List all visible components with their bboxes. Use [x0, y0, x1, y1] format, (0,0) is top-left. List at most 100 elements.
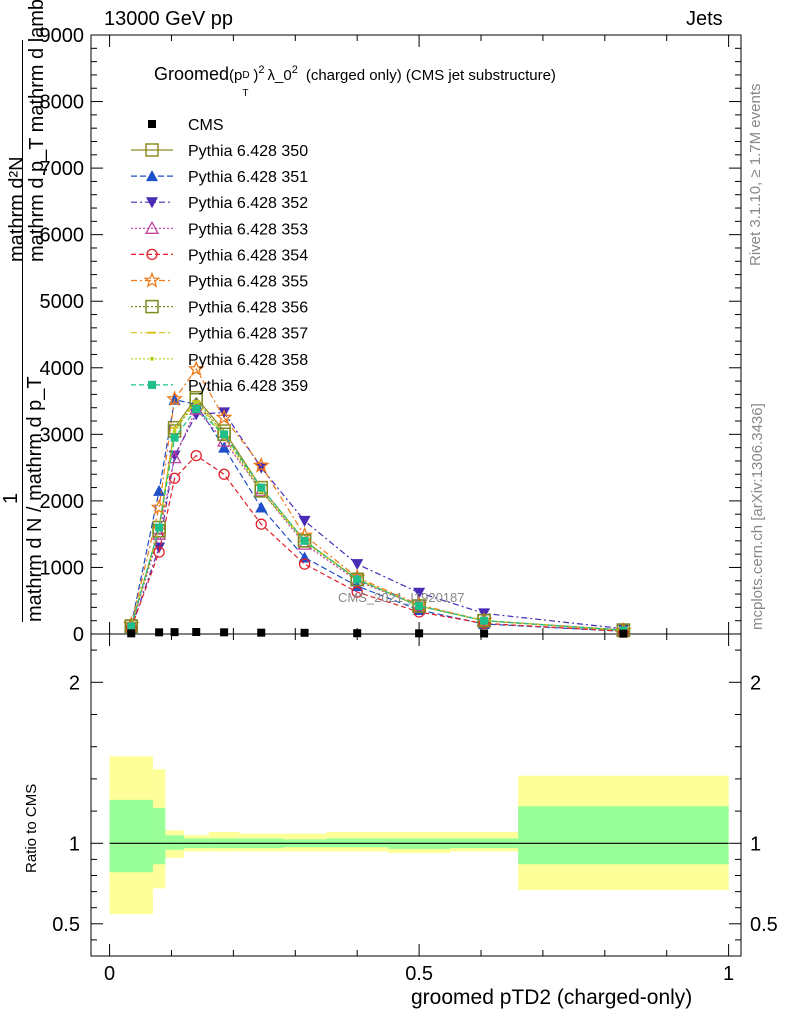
title-paren: )	[253, 67, 259, 84]
legend-label: Pythia 6.428 353	[188, 221, 308, 238]
series-point	[217, 427, 231, 442]
legend-marker	[148, 380, 156, 389]
title-sup-2: 2	[258, 64, 265, 76]
legend: CMS Pythia 6.428 350 Pythia 6.428 351 Pythi…	[131, 117, 308, 395]
series-point	[215, 408, 233, 425]
series-point	[192, 405, 201, 414]
series-point	[168, 472, 181, 484]
legend-label: Pythia 6.428 357	[188, 326, 308, 343]
series-point	[350, 572, 364, 587]
rivet-label: Rivet 3.1.10, ≥ 1.7M events	[747, 83, 764, 267]
ratio-y-tick-label: 0.5	[52, 914, 80, 936]
series-point	[194, 400, 199, 405]
legend-label: Pythia 6.428 354	[188, 247, 308, 264]
legend-cms-label: CMS	[188, 117, 224, 134]
series-point	[153, 484, 166, 496]
ratio-y-tick-label-right: 0.5	[750, 914, 778, 936]
ratio-band-inner	[152, 807, 166, 865]
title-main: Groomed	[154, 64, 230, 84]
cms-point	[480, 629, 489, 638]
legend-marker	[144, 220, 160, 234]
ylabel-numerator-b: mathrm d p_T mathrm d lambda	[26, 0, 48, 262]
x-tick-label: 0	[104, 963, 115, 985]
series-point	[150, 498, 168, 515]
main-plot-frame	[90, 34, 742, 635]
legend-label: Pythia 6.428 351	[188, 169, 308, 186]
ratio-ylabel: Ratio to CMS	[23, 783, 40, 873]
legend-label: Pythia 6.428 355	[188, 274, 308, 291]
ylabel-denominator: mathrm d N / mathrm d p_T	[24, 376, 46, 622]
series-point	[220, 430, 229, 439]
series-point	[351, 586, 363, 598]
series-point	[257, 483, 266, 492]
y-tick-label: 4000	[40, 358, 85, 380]
ratio-y-tick-label-right: 1	[750, 833, 761, 855]
cms-point	[300, 628, 309, 637]
ylabel-one: 1	[0, 492, 22, 504]
axes: 0 0.5 1 0 1000 2000 3000 4000 5000 6000 7000 8000 90…	[40, 25, 778, 985]
series-point	[218, 407, 231, 419]
legend-label: Pythia 6.428 356	[188, 300, 308, 317]
cms-point	[257, 628, 266, 637]
series-point	[298, 515, 311, 527]
series-point	[153, 546, 165, 558]
series-point	[252, 456, 270, 473]
series-point	[155, 523, 164, 532]
header-right-label: Jets	[686, 8, 723, 30]
series-point	[297, 534, 312, 548]
legend-marker	[146, 248, 158, 261]
series-point	[298, 558, 311, 570]
series-point	[187, 360, 205, 377]
series-point	[351, 559, 364, 571]
title-sup-2b: 2	[291, 64, 298, 76]
cms-point	[415, 629, 424, 638]
ratio-y-tick-label: 2	[69, 672, 80, 694]
series-point	[480, 616, 489, 625]
series-line	[130, 367, 624, 632]
series-point	[412, 599, 426, 613]
chart-title: Groomed(p D T)2 λ_02 (charged only) (CMS jet…	[154, 64, 556, 99]
series-lines	[122, 360, 632, 638]
y-tick-label: 3000	[40, 424, 85, 446]
title-sup-d: D	[242, 70, 250, 81]
legend-label: Pythia 6.428 358	[188, 352, 308, 369]
y-tick-label: 0	[73, 624, 84, 646]
legend-label: Pythia 6.428 350	[188, 143, 308, 160]
x-tick-label: 1	[723, 963, 734, 985]
y-tick-label: 5000	[40, 291, 85, 313]
legend-marker	[146, 197, 158, 209]
x-tick-label: 0.5	[405, 963, 433, 985]
series-point	[127, 622, 136, 631]
legend-label: Pythia 6.428 352	[188, 195, 308, 212]
series-point	[413, 587, 426, 599]
series-point	[190, 449, 202, 462]
cms-point	[155, 628, 164, 637]
title-p: (p	[229, 67, 243, 84]
title-lambda: λ_0	[267, 67, 292, 84]
series-point	[415, 602, 424, 611]
title-sub-t: T	[242, 88, 249, 99]
ratio-band-inner	[165, 835, 184, 850]
cms-data-points	[127, 628, 628, 638]
ratio-y-tick-label-right: 2	[750, 672, 761, 694]
ratio-band-inner	[518, 806, 729, 865]
series-point	[255, 501, 268, 513]
analysis-watermark: CMS_2021_I1920187	[338, 590, 465, 605]
series-point	[218, 441, 231, 453]
cms-point	[220, 628, 229, 637]
series-point	[172, 429, 177, 434]
y-tick-label: 8000	[40, 92, 85, 114]
ylabel-fraction-bar	[22, 40, 23, 622]
legend-marker	[145, 299, 159, 314]
y-tick-label: 9000	[40, 25, 85, 47]
series-line	[130, 454, 624, 632]
y-tick-label: 1000	[40, 557, 85, 579]
mcplots-label: mcplots.cern.ch [arXiv:1306.3436]	[749, 403, 766, 630]
y-tick-label: 7000	[40, 158, 85, 180]
cms-point	[170, 628, 179, 637]
legend-cms-marker	[148, 120, 156, 128]
cms-point	[192, 628, 201, 637]
series-point	[353, 575, 362, 584]
ratio-y-tick-label: 1	[69, 833, 80, 855]
